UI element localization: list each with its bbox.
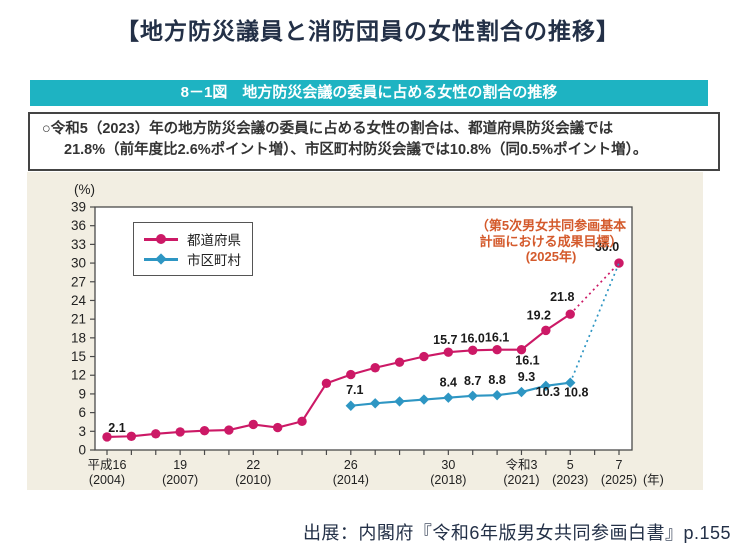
x-tick-label-era: 平成16 bbox=[88, 458, 127, 472]
x-tick-label-year: (2023) bbox=[552, 473, 588, 487]
value-label-都道府県: 16.1 bbox=[515, 354, 539, 368]
value-label-都道府県: 19.2 bbox=[527, 308, 551, 322]
data-point-circle bbox=[151, 429, 161, 439]
data-point-diamond bbox=[443, 392, 454, 403]
legend-item-prefectures: 都道府県 bbox=[144, 229, 246, 249]
y-tick-label: 9 bbox=[78, 386, 86, 401]
value-label-市区町村: 7.1 bbox=[346, 383, 363, 397]
value-label-都道府県: 16.1 bbox=[485, 331, 509, 345]
x-tick-label-year: (2021) bbox=[503, 473, 539, 487]
y-tick-label: 36 bbox=[71, 218, 86, 233]
value-label-市区町村: 8.7 bbox=[464, 374, 481, 388]
chart-legend: 都道府県 市区町村 bbox=[133, 222, 253, 276]
x-tick-label-era: 19 bbox=[173, 458, 187, 472]
data-point-circle bbox=[346, 369, 356, 380]
x-tick-label-year: (2025) bbox=[601, 473, 637, 487]
page-title: 【地方防災議員と消防団員の女性割合の推移】 bbox=[116, 18, 620, 44]
data-point-circle bbox=[419, 351, 429, 362]
value-label-市区町村: 9.3 bbox=[518, 370, 535, 384]
figure-banner-title: 8－1図 地方防災会議の委員に占める女性の割合の推移 bbox=[30, 80, 708, 106]
data-point-circle bbox=[370, 363, 380, 373]
municipalities-line-marker-icon bbox=[144, 252, 178, 265]
data-point-diamond bbox=[394, 396, 405, 407]
summary-line-2: 21.8%（前年度比2.6%ポイント増）、市区町村防災会議では10.8%（同0.… bbox=[64, 142, 648, 158]
y-tick-label: 30 bbox=[71, 256, 86, 271]
y-tick-label: 12 bbox=[71, 368, 86, 383]
data-point-diamond bbox=[565, 377, 576, 388]
data-point-circle bbox=[492, 344, 502, 355]
legend-item-municipalities: 市区町村 bbox=[144, 249, 246, 269]
target-annotation-line-1: （第5次男女共同参画基本 bbox=[475, 218, 627, 233]
data-point-circle bbox=[248, 419, 258, 430]
value-label-都道府県: 30.0 bbox=[595, 240, 619, 254]
y-tick-label: 0 bbox=[78, 443, 86, 458]
data-point-diamond bbox=[516, 386, 527, 398]
x-tick-label-era: 令和3 bbox=[505, 457, 537, 472]
x-tick-label-era: 5 bbox=[567, 458, 574, 472]
y-tick-label: 24 bbox=[71, 293, 87, 308]
y-tick-label: 18 bbox=[71, 330, 86, 345]
value-label-都道府県: 21.8 bbox=[550, 290, 574, 304]
value-label-都道府県: 15.7 bbox=[433, 333, 457, 347]
y-tick-label: 21 bbox=[71, 312, 86, 327]
data-point-circle bbox=[443, 347, 454, 357]
data-point-diamond bbox=[491, 389, 503, 401]
prefectures-line-marker-icon bbox=[144, 233, 178, 244]
value-label-都道府県: 2.1 bbox=[108, 421, 125, 435]
data-point-circle bbox=[297, 416, 307, 427]
target-annotation-line-2: 計画における成果目標） bbox=[479, 233, 623, 249]
x-tick-label-year: (2014) bbox=[333, 473, 369, 487]
data-point-diamond bbox=[418, 394, 430, 405]
data-point-circle bbox=[541, 325, 551, 336]
legend-label-prefectures: 都道府県 bbox=[187, 233, 241, 248]
y-tick-label: 3 bbox=[78, 424, 86, 439]
target-annotation-line-3: (2025年) bbox=[525, 249, 577, 264]
summary-box: ○令和5（2023）年の地方防災会議の委員に占める女性の割合は、都道府県防災会議… bbox=[28, 112, 720, 171]
data-point-circle bbox=[175, 427, 185, 437]
x-axis-unit: (年) bbox=[643, 473, 664, 487]
x-tick-label-era: 22 bbox=[246, 458, 260, 472]
target-dotted-line-都道府県 bbox=[569, 262, 620, 315]
data-point-circle bbox=[224, 425, 234, 435]
y-tick-label: 6 bbox=[78, 405, 86, 420]
data-point-diamond bbox=[369, 398, 381, 409]
source-credit: 出展：内閣府『令和6年版男女共同参画白書』p.155 bbox=[302, 523, 731, 543]
data-point-circle bbox=[272, 422, 283, 433]
y-axis-unit: (%) bbox=[74, 182, 95, 197]
data-point-circle bbox=[516, 344, 527, 355]
x-tick-label-year: (2004) bbox=[89, 473, 125, 487]
x-tick-label-year: (2010) bbox=[235, 473, 271, 487]
x-tick-label-year: (2007) bbox=[162, 473, 198, 487]
target-annotation: （第5次男女共同参画基本 計画における成果目標） (2025年) bbox=[431, 218, 671, 265]
data-point-circle bbox=[468, 345, 478, 356]
y-tick-label: 39 bbox=[71, 200, 86, 215]
summary-line-1: ○令和5（2023）年の地方防災会議の委員に占める女性の割合は、都道府県防災会議… bbox=[42, 121, 614, 137]
data-point-circle bbox=[126, 431, 137, 441]
x-tick-label-year: (2018) bbox=[430, 473, 466, 487]
y-tick-label: 33 bbox=[71, 237, 86, 252]
legend-label-municipalities: 市区町村 bbox=[187, 253, 241, 268]
data-point-circle bbox=[394, 357, 405, 367]
y-tick-label: 15 bbox=[71, 349, 86, 364]
data-point-circle bbox=[102, 432, 112, 442]
value-label-市区町村: 8.4 bbox=[440, 376, 457, 390]
data-point-diamond bbox=[540, 380, 552, 392]
data-point-diamond bbox=[467, 390, 478, 401]
data-point-circle bbox=[614, 258, 624, 268]
series-line-市区町村 bbox=[350, 381, 571, 407]
data-point-circle bbox=[321, 378, 332, 389]
value-label-市区町村: 8.8 bbox=[488, 373, 505, 387]
x-tick-label-era: 7 bbox=[616, 458, 623, 472]
x-tick-label-era: 30 bbox=[441, 458, 455, 472]
chart-panel: (%) 0 3 6 9 12 15 18 21 24 27 30 33 36 39 平成16 (2004) 19(… bbox=[27, 172, 703, 490]
x-tick-label-era: 26 bbox=[344, 458, 358, 472]
value-label-市区町村: 10.3 bbox=[536, 385, 560, 399]
value-label-都道府県: 16.0 bbox=[461, 331, 485, 345]
data-point-circle bbox=[565, 309, 575, 319]
data-point-diamond bbox=[345, 400, 357, 411]
value-label-市区町村: 10.8 bbox=[564, 386, 588, 400]
y-tick-label: 27 bbox=[71, 274, 86, 289]
data-point-circle bbox=[199, 425, 210, 436]
